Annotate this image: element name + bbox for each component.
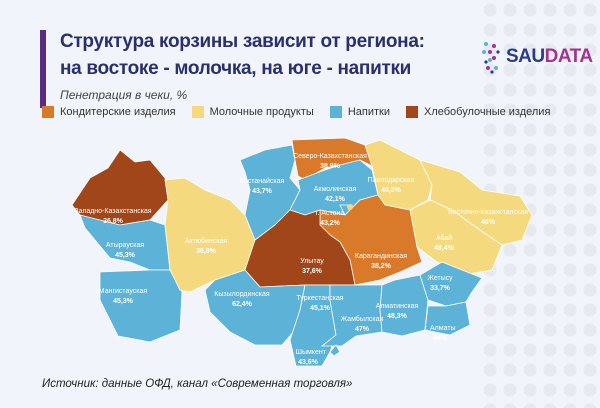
region-18: [419, 261, 483, 307]
region-value-label: 47%: [355, 326, 370, 333]
region-name-label: Алматинская: [376, 303, 419, 310]
title-accent-bar: [40, 30, 46, 108]
logo-text-sau: SAU: [506, 46, 545, 67]
legend-label: Кондитерские изделия: [60, 106, 176, 118]
region-shape: [204, 269, 306, 346]
region-shape: [419, 159, 533, 246]
region-name-label: Абай: [436, 234, 452, 242]
legend-item: Напитки: [329, 106, 390, 118]
region-value-label: 48,4%: [434, 245, 455, 252]
region-name-label: Восточно-Казахстанская: [448, 209, 528, 216]
region-value-label: 40,5%: [381, 187, 402, 194]
region-shape: [329, 344, 341, 357]
region-name-label: г. Алматы: [424, 325, 455, 332]
legend-swatch: [191, 106, 204, 118]
region-name-label: Жамбылская: [341, 315, 384, 323]
region-14: [204, 269, 306, 346]
region-shape: [424, 301, 471, 336]
subtitle: Пенетрация в чеки, %: [60, 88, 188, 102]
legend-swatch: [405, 106, 418, 118]
region-value-label: 44%: [433, 335, 448, 342]
region-name-label: Костанайская: [240, 177, 285, 185]
legend-item: Кондитерские изделия: [42, 106, 176, 118]
legend-label: Напитки: [347, 106, 390, 118]
region-value-label: 33,7%: [430, 285, 451, 292]
region-value-label: 43,6%: [298, 359, 319, 366]
region-name-label: г. Шымкент: [290, 349, 327, 356]
region-value-label: 43,2%: [320, 220, 341, 227]
region-11: [409, 199, 503, 276]
region-value-label: 36,8%: [103, 218, 124, 225]
region-10: [419, 159, 533, 246]
page-title: Структура корзины зависит от региона: на…: [60, 28, 425, 82]
region-name-label: Атырауская: [106, 242, 144, 249]
region-name-label: Павлодарская: [368, 177, 415, 184]
region-name-label: Туркестанская: [296, 295, 343, 302]
legend-item: Хлебобулочные изделия: [405, 106, 551, 118]
region-value-label: 48,3%: [387, 313, 408, 320]
logo-dna-icon: [482, 42, 500, 74]
region-value-label: 38,9%: [320, 163, 341, 170]
region-name-label: Кызылординская: [214, 291, 270, 298]
region-name-label: Карагандинская: [355, 253, 407, 260]
region-value-label: 45,1%: [310, 305, 331, 312]
region-name-label: г. Астана: [316, 210, 345, 217]
source-note: Источник: данные ОФД, канал «Современная…: [42, 378, 353, 390]
region-value-label: 46%: [481, 219, 496, 226]
logo-text-data: DATA: [544, 46, 593, 67]
astana-marker-icon: [347, 204, 353, 210]
region-value-label: 38,2%: [371, 263, 392, 270]
region-3: [99, 269, 183, 343]
legend-swatch: [42, 106, 54, 118]
title-line-1: Структура корзины зависит от региона:: [60, 31, 425, 52]
region-name-label: Жетысу: [427, 275, 453, 282]
region-shape: [419, 261, 483, 307]
region-shape: [99, 269, 183, 343]
legend-swatch: [329, 106, 342, 118]
region-value-label: 43,7%: [252, 188, 273, 195]
region-value-label: 42,1%: [325, 196, 346, 203]
region-name-label: Западно-Казахстанская: [74, 208, 151, 215]
region-value-label: 36,9%: [196, 248, 217, 255]
region-value-label: 37,6%: [302, 268, 323, 275]
legend: Кондитерские изделия Молочные продукты Н…: [42, 106, 550, 118]
region-value-label: 45,3%: [113, 298, 134, 305]
region-value-label: 45,3%: [115, 252, 136, 259]
region-name-label: Мангистауская: [99, 288, 148, 295]
region-name-label: Актюбинская: [185, 237, 228, 245]
legend-label: Молочные продукты: [209, 106, 314, 118]
region-value-label: 62,4%: [232, 301, 253, 308]
region-shape: [409, 199, 503, 276]
region-name-label: Северо-Казахстанская: [293, 153, 367, 160]
legend-item: Молочные продукты: [191, 106, 314, 118]
title-line-2: на востоке - молочка, на юге - напитки: [60, 58, 412, 79]
region-20: [329, 344, 341, 357]
region-name-label: Акмолинская: [314, 186, 357, 193]
saudata-logo: SAUDATA: [480, 40, 593, 74]
legend-label: Хлебобулочные изделия: [423, 106, 551, 118]
region-19: [424, 301, 471, 336]
region-name-label: Улытау: [300, 258, 324, 265]
